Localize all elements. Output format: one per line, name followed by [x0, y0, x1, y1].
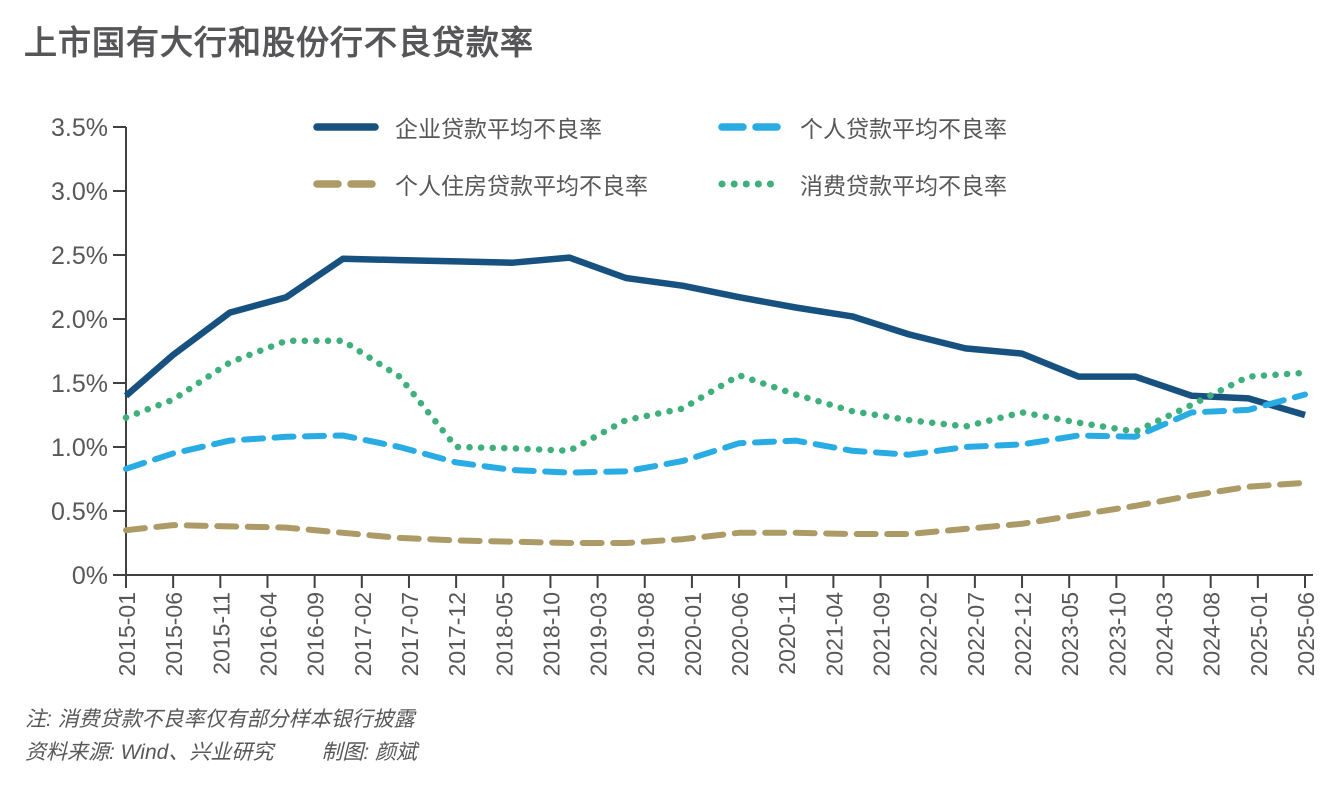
x-tick-label: 2015-11 — [208, 592, 234, 675]
x-tick-label: 2024-03 — [1152, 592, 1178, 676]
x-tick-label: 2023-05 — [1057, 592, 1083, 676]
chart-footer: 注: 消费贷款不良率仅有部分样本银行披露 资料来源: Wind、兴业研究 制图: … — [25, 703, 417, 769]
x-tick-label: 2015-01 — [114, 592, 140, 676]
x-tick-label: 2024-08 — [1199, 592, 1225, 676]
data-source: 资料来源: Wind、兴业研究 — [25, 741, 274, 764]
series-line-personal-loan-npl — [123, 391, 1308, 476]
series-line-personal-housing-loan-npl — [123, 479, 1308, 546]
x-tick-label: 2025-06 — [1293, 592, 1319, 676]
x-tick-label: 2021-04 — [821, 592, 847, 677]
x-tick-label: 2018-10 — [538, 592, 564, 676]
y-axis-tick-labels: 3.5% 3.0% 2.5% 2.0% 1.5% 1.0% 0.5% 0% — [51, 114, 108, 590]
y-tick-label: 3.5% — [51, 114, 108, 142]
x-tick-label: 2022-12 — [1010, 592, 1036, 676]
source-line: 资料来源: Wind、兴业研究 制图: 颜斌 — [25, 736, 417, 769]
legend-label: 消费贷款平均不良率 — [800, 173, 1007, 199]
chart-note: 注: 消费贷款不良率仅有部分样本银行披露 — [25, 708, 415, 731]
x-tick-label: 2023-10 — [1104, 592, 1130, 676]
legend-item-corporate-loan-npl: 企业贷款平均不良率 — [313, 113, 602, 142]
x-tick-label: 2016-09 — [303, 592, 329, 676]
legend-swatch-dashed-line — [313, 180, 379, 188]
series-line-corporate-loan-npl — [123, 254, 1306, 419]
x-axis-tick-labels: 2015-01 2015-06 2015-11 2016-04 2016-09 2017-… — [114, 592, 1319, 677]
y-tick-label: 3.0% — [51, 178, 108, 206]
x-tick-label: 2021-09 — [869, 592, 895, 676]
y-tick-label: 1.0% — [51, 434, 108, 462]
legend-item-personal-housing-loan-npl: 个人住房贷款平均不良率 — [313, 170, 648, 199]
x-tick-label: 2017-07 — [397, 592, 423, 676]
y-tick-label: 0.5% — [51, 498, 108, 526]
chart-axes — [113, 126, 1313, 588]
x-tick-label: 2015-06 — [161, 592, 187, 676]
y-tick-label: 2.0% — [51, 306, 108, 334]
x-tick-label: 2017-12 — [444, 592, 470, 676]
x-tick-label: 2025-01 — [1246, 592, 1272, 676]
chart-credit: 制图: 颜斌 — [321, 741, 418, 764]
legend-swatch-solid-line — [313, 123, 379, 131]
legend-label: 个人住房贷款平均不良率 — [395, 173, 648, 199]
legend-swatch-dotted-line — [718, 180, 784, 188]
x-tick-label: 2017-02 — [350, 592, 376, 676]
x-tick-label: 2020-11 — [774, 592, 800, 675]
y-tick-label: 1.5% — [51, 370, 108, 398]
page-title: 上市国有大行和股份行不良贷款率 — [24, 24, 534, 61]
x-tick-label: 2020-06 — [727, 592, 753, 676]
y-tick-label: 0% — [72, 562, 108, 590]
x-tick-label: 2020-01 — [680, 592, 706, 676]
series-line-consumer-loan-npl — [122, 337, 1309, 455]
x-tick-label: 2022-02 — [916, 592, 942, 676]
y-tick-label: 2.5% — [51, 242, 108, 270]
x-tick-label: 2019-03 — [586, 592, 612, 676]
legend-label: 企业贷款平均不良率 — [395, 116, 602, 142]
chart-series-lines — [122, 254, 1309, 546]
legend-label: 个人贷款平均不良率 — [800, 116, 1007, 142]
legend-swatch-dashed-line — [718, 123, 784, 131]
legend-item-consumer-loan-npl: 消费贷款平均不良率 — [718, 170, 1007, 199]
x-tick-label: 2022-07 — [963, 592, 989, 676]
x-tick-label: 2018-05 — [491, 592, 517, 676]
x-tick-label: 2016-04 — [255, 592, 281, 677]
legend-item-personal-loan-npl: 个人贷款平均不良率 — [718, 113, 1007, 142]
x-tick-label: 2019-08 — [633, 592, 659, 676]
